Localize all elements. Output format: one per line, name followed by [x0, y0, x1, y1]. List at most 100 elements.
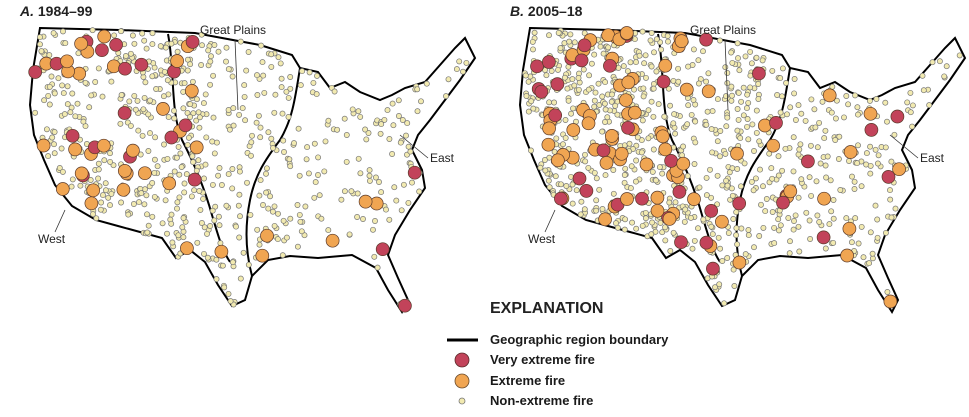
fire-non-extreme — [522, 72, 529, 79]
fire-non-extreme — [622, 216, 629, 223]
fire-non-extreme — [632, 178, 639, 185]
fire-non-extreme — [149, 73, 156, 80]
fire-non-extreme — [225, 171, 232, 178]
fire-very-extreme — [95, 43, 109, 58]
fire-non-extreme — [139, 30, 146, 37]
fire-extreme — [662, 212, 677, 226]
fire-extreme — [60, 54, 74, 69]
fire-very-extreme — [572, 171, 587, 186]
fire-non-extreme — [418, 98, 424, 105]
fire-extreme — [730, 146, 744, 161]
fire-non-extreme — [745, 232, 752, 239]
fire-very-extreme — [187, 172, 202, 187]
panel-period: 2005–18 — [528, 3, 583, 19]
fire-non-extreme — [798, 176, 805, 183]
fire-non-extreme — [680, 143, 687, 150]
fire-non-extreme — [777, 109, 784, 116]
fire-non-extreme — [734, 106, 741, 112]
fire-very-extreme — [704, 204, 719, 218]
fire-non-extreme — [174, 48, 181, 55]
fire-non-extreme — [695, 57, 702, 64]
fire-non-extreme — [257, 177, 264, 184]
fire-non-extreme — [888, 214, 895, 221]
fire-non-extreme — [624, 68, 631, 75]
fire-non-extreme — [684, 173, 691, 179]
fire-non-extreme — [779, 93, 785, 100]
fire-non-extreme — [783, 80, 790, 86]
fire-non-extreme — [734, 241, 741, 248]
fire-extreme — [325, 233, 340, 248]
fire-non-extreme — [675, 78, 682, 85]
fire-non-extreme — [691, 161, 698, 167]
fire-non-extreme — [869, 250, 876, 257]
fire-non-extreme — [268, 51, 275, 58]
fire-non-extreme — [242, 117, 249, 124]
fire-non-extreme — [597, 43, 604, 50]
fire-non-extreme — [348, 188, 355, 195]
fire-non-extreme — [775, 153, 782, 160]
fire-non-extreme — [657, 219, 664, 226]
fire-non-extreme — [734, 127, 741, 134]
fire-non-extreme — [682, 206, 689, 213]
fire-very-extreme — [732, 196, 747, 211]
panel-period: 1984–99 — [38, 3, 93, 19]
fire-non-extreme — [882, 229, 889, 236]
leader-line — [889, 134, 919, 159]
fire-extreme — [650, 190, 665, 205]
fire-non-extreme — [665, 38, 671, 45]
fire-very-extreme — [890, 109, 905, 124]
fire-non-extreme — [143, 45, 150, 52]
fire-non-extreme — [665, 85, 672, 92]
fire-non-extreme — [591, 97, 598, 104]
fire-non-extreme — [653, 177, 659, 184]
fire-non-extreme — [753, 54, 760, 61]
fire-non-extreme — [173, 154, 180, 161]
fire-non-extreme — [792, 117, 799, 123]
fire-non-extreme — [95, 160, 102, 167]
fire-non-extreme — [247, 211, 254, 218]
fire-non-extreme — [253, 119, 260, 126]
fire-non-extreme — [153, 86, 160, 92]
fire-non-extreme — [763, 196, 770, 202]
fire-extreme — [106, 59, 121, 74]
fire-non-extreme — [645, 107, 652, 114]
fire-non-extreme — [263, 170, 269, 177]
fire-non-extreme — [741, 160, 748, 167]
fire-non-extreme — [796, 146, 803, 153]
fire-non-extreme — [245, 49, 252, 55]
fire-non-extreme — [874, 234, 881, 241]
fire-non-extreme — [661, 113, 668, 120]
fire-non-extreme — [245, 261, 252, 268]
fire-non-extreme — [675, 65, 682, 72]
fire-non-extreme — [209, 207, 216, 214]
fire-non-extreme — [662, 224, 668, 231]
fire-extreme — [542, 121, 556, 136]
fire-non-extreme — [769, 209, 776, 215]
fire-non-extreme — [176, 194, 183, 201]
fire-non-extreme — [681, 218, 688, 225]
fire-non-extreme — [225, 290, 232, 297]
fire-non-extreme — [814, 212, 821, 219]
fire-non-extreme — [138, 190, 145, 197]
fire-non-extreme — [811, 106, 818, 113]
fire-non-extreme — [541, 157, 548, 163]
fire-non-extreme — [909, 102, 916, 109]
fire-non-extreme — [409, 179, 415, 186]
fire-extreme — [822, 88, 837, 103]
fire-non-extreme — [771, 224, 778, 231]
fire-very-extreme — [674, 235, 688, 250]
fire-non-extreme — [126, 98, 133, 105]
fire-non-extreme — [860, 254, 867, 261]
fire-non-extreme — [822, 127, 829, 134]
fire-very-extreme — [752, 66, 766, 81]
legend-symbol — [454, 373, 470, 389]
fire-non-extreme — [692, 118, 699, 125]
fire-non-extreme — [62, 40, 69, 47]
fire-non-extreme — [162, 44, 169, 51]
fire-non-extreme — [926, 102, 933, 109]
fire-non-extreme — [749, 121, 756, 128]
fire-non-extreme — [312, 179, 319, 186]
fire-non-extreme — [404, 120, 411, 127]
fire-non-extreme — [708, 126, 715, 133]
